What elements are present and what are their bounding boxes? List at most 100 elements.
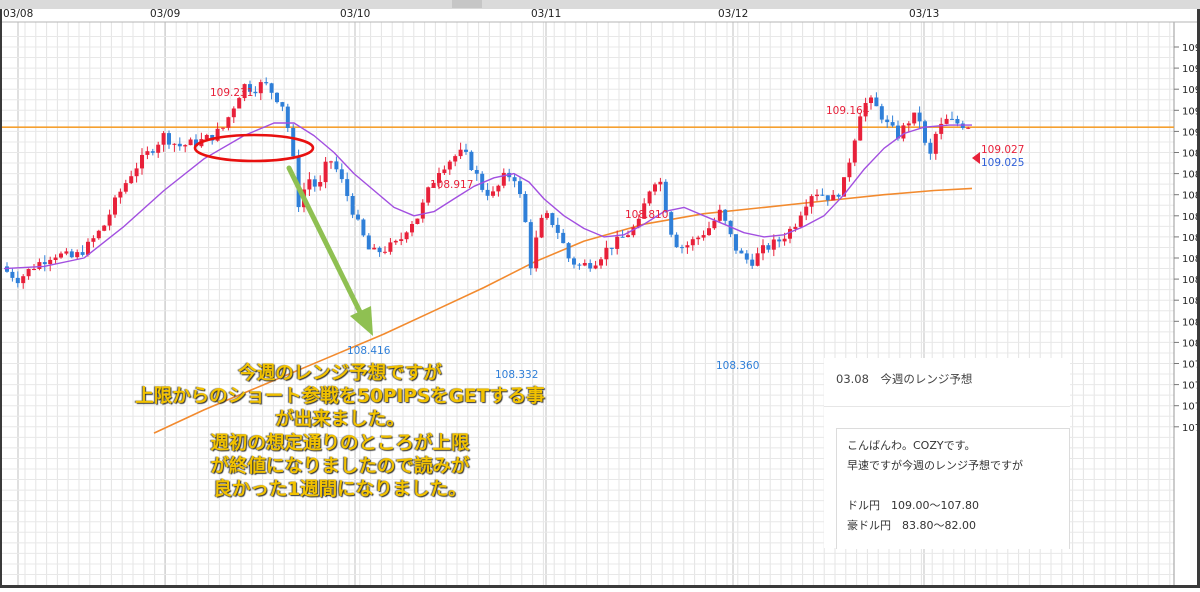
candle-body (809, 196, 814, 207)
candle-body (842, 177, 846, 197)
candle-body (798, 215, 803, 227)
candle-body (480, 173, 485, 190)
candle-body (37, 262, 42, 269)
candle-body (204, 135, 209, 140)
candle-body (647, 191, 652, 204)
candle-body (80, 252, 85, 255)
post-line: こんばんわ。COZYです。 (847, 439, 976, 452)
candle-body (129, 176, 134, 184)
candle-body (534, 237, 539, 269)
candle-body (771, 239, 776, 250)
candle-body (782, 238, 787, 242)
candle-body (350, 196, 355, 215)
candle-body (609, 247, 614, 249)
post-line: 早速ですが今週のレンジ予想ですが (847, 459, 1023, 472)
candle-body (777, 239, 782, 242)
candle-body (825, 195, 830, 201)
candle-body (523, 194, 528, 223)
candle-body (815, 194, 819, 197)
candle-body (323, 161, 328, 183)
candle-body (653, 184, 657, 192)
candle-body (86, 241, 90, 255)
candle-body (113, 197, 117, 215)
candle-body (59, 253, 63, 258)
candle-body (183, 145, 188, 147)
candle-body (107, 214, 112, 226)
extreme-price-label: 108.332 (495, 369, 538, 381)
candle-body (593, 265, 598, 269)
y-tick-label: 109.100 (1182, 106, 1200, 117)
candle-body (550, 213, 555, 225)
candle-body (820, 194, 825, 196)
frame-right-border (1197, 9, 1200, 588)
candle-body (744, 253, 749, 260)
y-tick-label: 107.800 (1182, 381, 1200, 392)
candle-body (366, 235, 371, 250)
frame-left-border (0, 9, 2, 588)
candle-body (334, 161, 339, 170)
candle-body (329, 161, 333, 163)
candle-body (901, 125, 906, 139)
candle-body (928, 142, 933, 154)
candle-body (512, 177, 517, 182)
candle-body (361, 219, 366, 236)
candle-body (750, 259, 755, 266)
candle-body (939, 123, 944, 134)
date-axis: 03/08 03/09 03/10 03/11 03/12 03/13 (3, 8, 939, 20)
candle-body (296, 156, 301, 208)
candle-body (604, 247, 609, 260)
y-tick-label: 108.100 (1182, 317, 1200, 328)
y-tick-label: 108.800 (1182, 170, 1200, 181)
candle-body (345, 179, 350, 196)
candle-body (231, 108, 236, 118)
candle-body (636, 218, 641, 228)
candle-body (869, 97, 873, 103)
candle-body (518, 181, 522, 194)
candle-body (804, 206, 809, 216)
y-tick-label: 108.400 (1182, 254, 1200, 265)
blog-post-panel: 03.08 今週のレンジ予想 こんばんわ。COZYです。 早速ですが今週のレンジ… (824, 358, 1070, 549)
candle-body (221, 127, 225, 129)
candle-body (469, 151, 474, 170)
candle-body (415, 218, 420, 224)
candle-body (226, 117, 231, 128)
price-axis: 109.400 109.300 109.200 109.100 109.000 108.9… (1174, 43, 1200, 434)
candle-body (356, 214, 360, 220)
candle-body (393, 240, 398, 243)
candle-body (118, 191, 123, 198)
date-label: 03/09 (150, 8, 180, 20)
y-tick-label: 108.900 (1182, 149, 1200, 160)
candle-body (879, 106, 884, 120)
horizontal-grid (2, 35, 1174, 575)
candle-body (950, 118, 954, 120)
candle-body (269, 83, 274, 93)
candle-body (431, 182, 436, 188)
candle-body (582, 263, 587, 266)
candle-body (658, 181, 663, 185)
candle-body (831, 194, 836, 201)
date-label: 03/10 (340, 8, 370, 20)
candle-body (458, 149, 463, 157)
candle-body (307, 179, 312, 190)
candle-body (64, 251, 69, 254)
ma-short-layer (3, 122, 972, 270)
candle-body (555, 224, 560, 233)
candle-body (912, 112, 917, 124)
candle-body (566, 243, 571, 259)
y-tick-label: 108.000 (1182, 338, 1200, 349)
y-tick-label: 109.000 (1182, 127, 1200, 138)
candle-body (663, 181, 668, 213)
frame-bottom-border (0, 585, 1200, 588)
candlesticks (5, 77, 971, 289)
candle-body (388, 242, 393, 252)
candle-body (464, 149, 468, 152)
candle-body (852, 140, 857, 163)
extreme-price-label: 109.231 (210, 87, 253, 99)
date-label: 03/11 (531, 8, 561, 20)
candle-body (690, 239, 695, 246)
candle-body (248, 84, 252, 92)
candle-body (917, 112, 922, 122)
candle-body (280, 102, 285, 107)
post-title[interactable]: 03.08 今週のレンジ予想 (836, 372, 973, 386)
top-handle[interactable] (452, 0, 482, 8)
